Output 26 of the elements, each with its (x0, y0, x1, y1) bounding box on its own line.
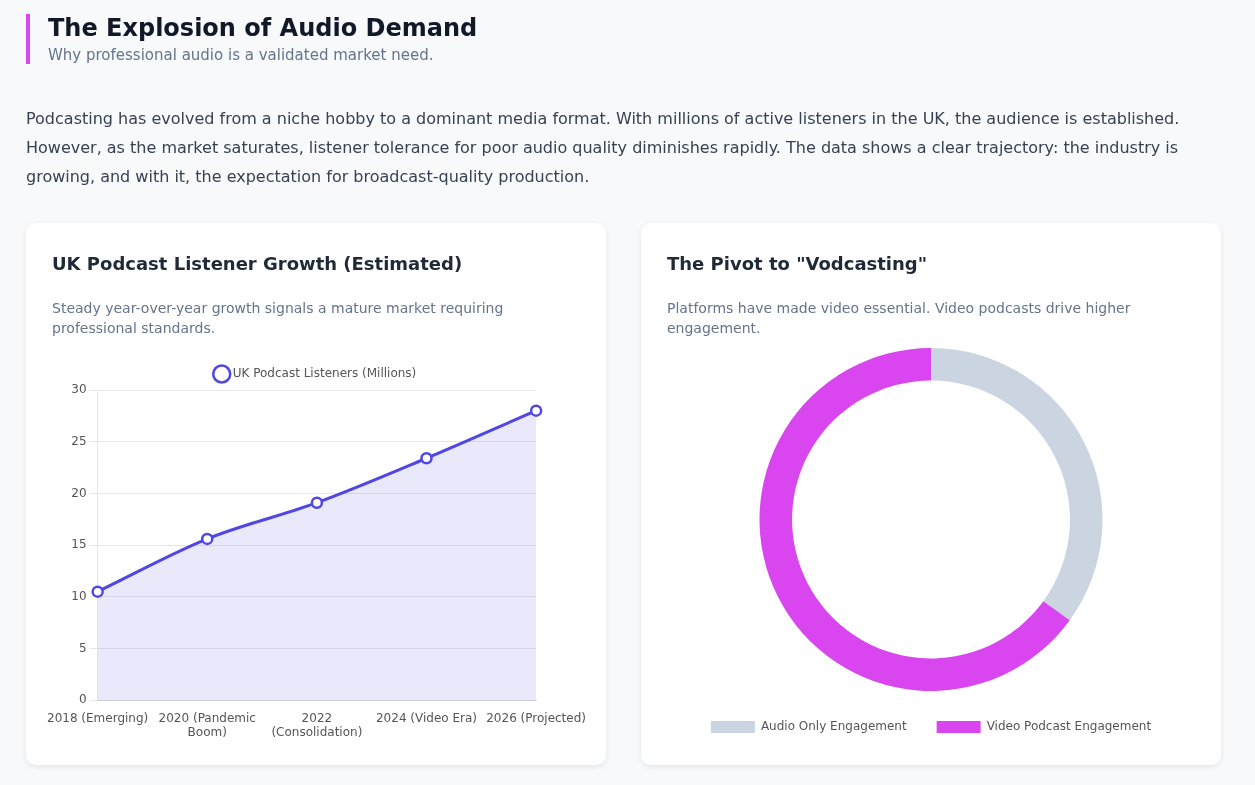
x-tick-label: 2020 (Pandemic Boom) (158, 710, 256, 739)
x-tick-label: 2026 (Projected) (486, 710, 586, 725)
chart-title: The Pivot to "Vodcasting" (667, 253, 928, 274)
point (310, 496, 324, 509)
chart-title: UK Podcast Listener Growth (Estimated) (52, 253, 463, 274)
y-tick-label: 15 (71, 537, 87, 552)
chart-subtitle: Steady year-over-year growth signals a mature market requiring professional standards. (52, 299, 505, 338)
legend-label: Audio Only Engagement (760, 719, 907, 734)
text: The Explosion of Audio Demand (48, 14, 478, 42)
y-tick-label: 0 (78, 692, 87, 707)
y-tick-label: 30 (71, 382, 87, 397)
point (201, 532, 214, 546)
chart-subtitle: Platforms have made video essential. Video podcasts drive higher engagement. (667, 299, 1132, 338)
text: Why professional audio is a validated market need. (48, 46, 435, 64)
y-tick-label: 25 (71, 433, 87, 448)
y-tick-label: 20 (71, 485, 87, 500)
point (420, 451, 433, 465)
y-tick-label: 5 (78, 640, 87, 655)
x-tick-label: 2024 (Video Era) (375, 710, 478, 725)
legend-label: Video Podcast Engagement (986, 719, 1152, 734)
point (529, 404, 543, 417)
y-tick-label: 10 (71, 588, 87, 603)
text: Podcasting has evolved from a niche hobby to a dominant media format. With millions of active listeners in the UK, the audience is established. However, as the market saturates, listener tolerance for poor audio quality diminishes rapidly. The data shows a clear trajectory: the industry is growing, and with it, the expectation for broadcast-quality production. (26, 108, 1181, 188)
x-tick-label: 2018 (Emerging) (46, 710, 149, 725)
legend-label: UK Podcast Listeners (Millions) (232, 366, 417, 381)
x-tick-label: 2022 (Consolidation) (271, 710, 363, 739)
